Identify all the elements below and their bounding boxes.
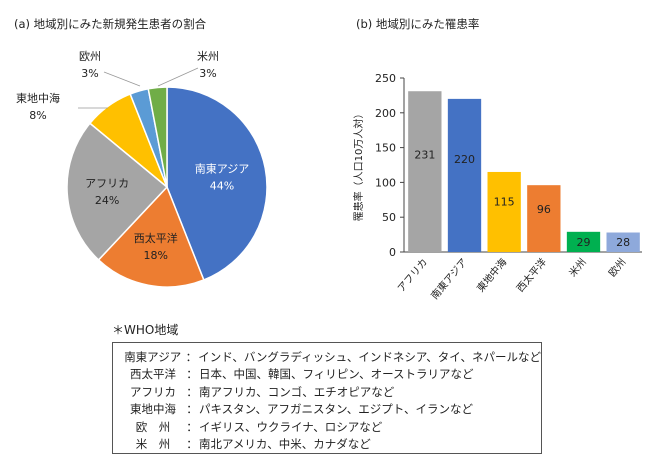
legend-row: 米 州 ： 南北アメリカ、中米、カナダなど xyxy=(121,436,541,454)
y-tick-label: 50 xyxy=(382,211,396,224)
pie-slice xyxy=(66,122,169,261)
legend-region: 欧 州 xyxy=(135,419,171,434)
pie-slice xyxy=(97,185,205,288)
pie-slice-percent: 8% xyxy=(29,109,46,122)
bar-value-label: 96 xyxy=(537,203,551,216)
pie-slice xyxy=(166,86,268,281)
legend-row: アフリカ ： 南アフリカ、コンゴ、エチオピアなど xyxy=(121,383,541,401)
legend-region: 南東アジア xyxy=(124,349,182,364)
y-tick-label: 0 xyxy=(389,246,396,259)
legend-separator: ： xyxy=(186,367,198,382)
bar-value-label: 29 xyxy=(577,236,591,249)
bar xyxy=(606,232,640,252)
pie-slice-percent: 44% xyxy=(210,180,234,193)
bar-value-label: 220 xyxy=(454,153,475,166)
legend-separator: ： xyxy=(186,384,198,399)
bar-value-label: 28 xyxy=(616,236,630,249)
legend-region: 東地中海 xyxy=(130,402,176,417)
x-tick-label: 東地中海 xyxy=(474,256,510,295)
legend-row: 西太平洋 ： 日本、中国、韓国、フィリピン、オーストラリアなど xyxy=(121,366,541,384)
region-definition-box: 南東アジア ： インド、バングラディッシュ、インドネシア、タイ、ネパールなど 西… xyxy=(112,342,542,454)
pie-slice xyxy=(147,86,168,188)
pie-slice-percent: 3% xyxy=(81,67,98,80)
legend-row: 南東アジア ： インド、バングラディッシュ、インドネシア、タイ、ネパールなど xyxy=(121,348,541,366)
y-tick-label: 250 xyxy=(375,72,396,85)
pie-slice-percent: 24% xyxy=(95,194,119,207)
leader-line xyxy=(103,71,141,87)
bar-value-label: 115 xyxy=(494,196,515,209)
pie-chart-title: (a) 地域別にみた新規発生患者の割合 xyxy=(14,17,207,31)
pie-slice-percent: 3% xyxy=(199,67,216,80)
y-tick-label: 150 xyxy=(375,142,396,155)
x-tick-label: 南東アジア xyxy=(428,256,470,302)
legend-separator: ： xyxy=(185,349,198,364)
legend-countries: 南アフリカ、コンゴ、エチオピアなど xyxy=(199,384,395,399)
x-tick-label: 西太平洋 xyxy=(513,256,549,295)
charts-canvas: 南東アジア 44% 西太平洋 18% アフリカ 24% 東地中海 8% 欧州 3% 米州 3% 0 50 1… xyxy=(16,50,642,302)
note-title: ＊WHO地域 xyxy=(112,323,179,337)
pie-slice-label: 東地中海 xyxy=(16,91,60,105)
legend-region: 米 州 xyxy=(135,437,171,452)
pie-slice-label: アフリカ xyxy=(85,177,129,190)
bar xyxy=(408,91,442,252)
pie-slice-label: 西太平洋 xyxy=(134,231,178,245)
legend-countries: インド、バングラディッシュ、インドネシア、タイ、ネパールなど xyxy=(198,349,541,364)
bar xyxy=(447,98,482,252)
bar xyxy=(527,185,561,252)
legend-separator: ： xyxy=(186,419,198,434)
legend-countries: パキスタン、アフガニスタン、エジプト、イランなど xyxy=(199,402,474,417)
legend-row: 欧 州 ： イギリス、ウクライナ、ロシアなど xyxy=(121,418,541,436)
legend-countries: 南北アメリカ、中米、カナダなど xyxy=(199,437,371,452)
legend-region: 西太平洋 xyxy=(130,367,176,382)
pie-slice-label: 欧州 xyxy=(79,50,101,63)
bar xyxy=(487,171,521,252)
legend-row: 東地中海 ： パキスタン、アフガニスタン、エジプト、イランなど xyxy=(121,401,541,419)
pie-slice-percent: 18% xyxy=(144,249,168,262)
legend-countries: 日本、中国、韓国、フィリピン、オーストラリアなど xyxy=(199,367,474,382)
x-tick-label: 欧州 xyxy=(606,256,628,279)
pie-slice-label: 南東アジア xyxy=(195,163,250,176)
pie-slice-label: 米州 xyxy=(197,50,219,63)
x-tick-label: 米州 xyxy=(566,256,589,280)
legend-countries: イギリス、ウクライナ、ロシアなど xyxy=(199,419,383,434)
legend-separator: ： xyxy=(186,402,198,417)
bar-chart-title: (b) 地域別にみた罹患率 xyxy=(356,17,480,31)
legend-region: アフリカ xyxy=(130,384,176,399)
legend-separator: ： xyxy=(186,437,198,452)
leader-line xyxy=(157,67,199,87)
y-tick-label: 200 xyxy=(375,107,396,120)
bar-value-label: 231 xyxy=(414,149,435,162)
x-tick-label: アフリカ xyxy=(395,256,430,294)
y-tick-label: 100 xyxy=(375,176,396,189)
y-axis-label: 罹患率（人口10万人対） xyxy=(352,109,365,222)
bar xyxy=(566,231,601,252)
